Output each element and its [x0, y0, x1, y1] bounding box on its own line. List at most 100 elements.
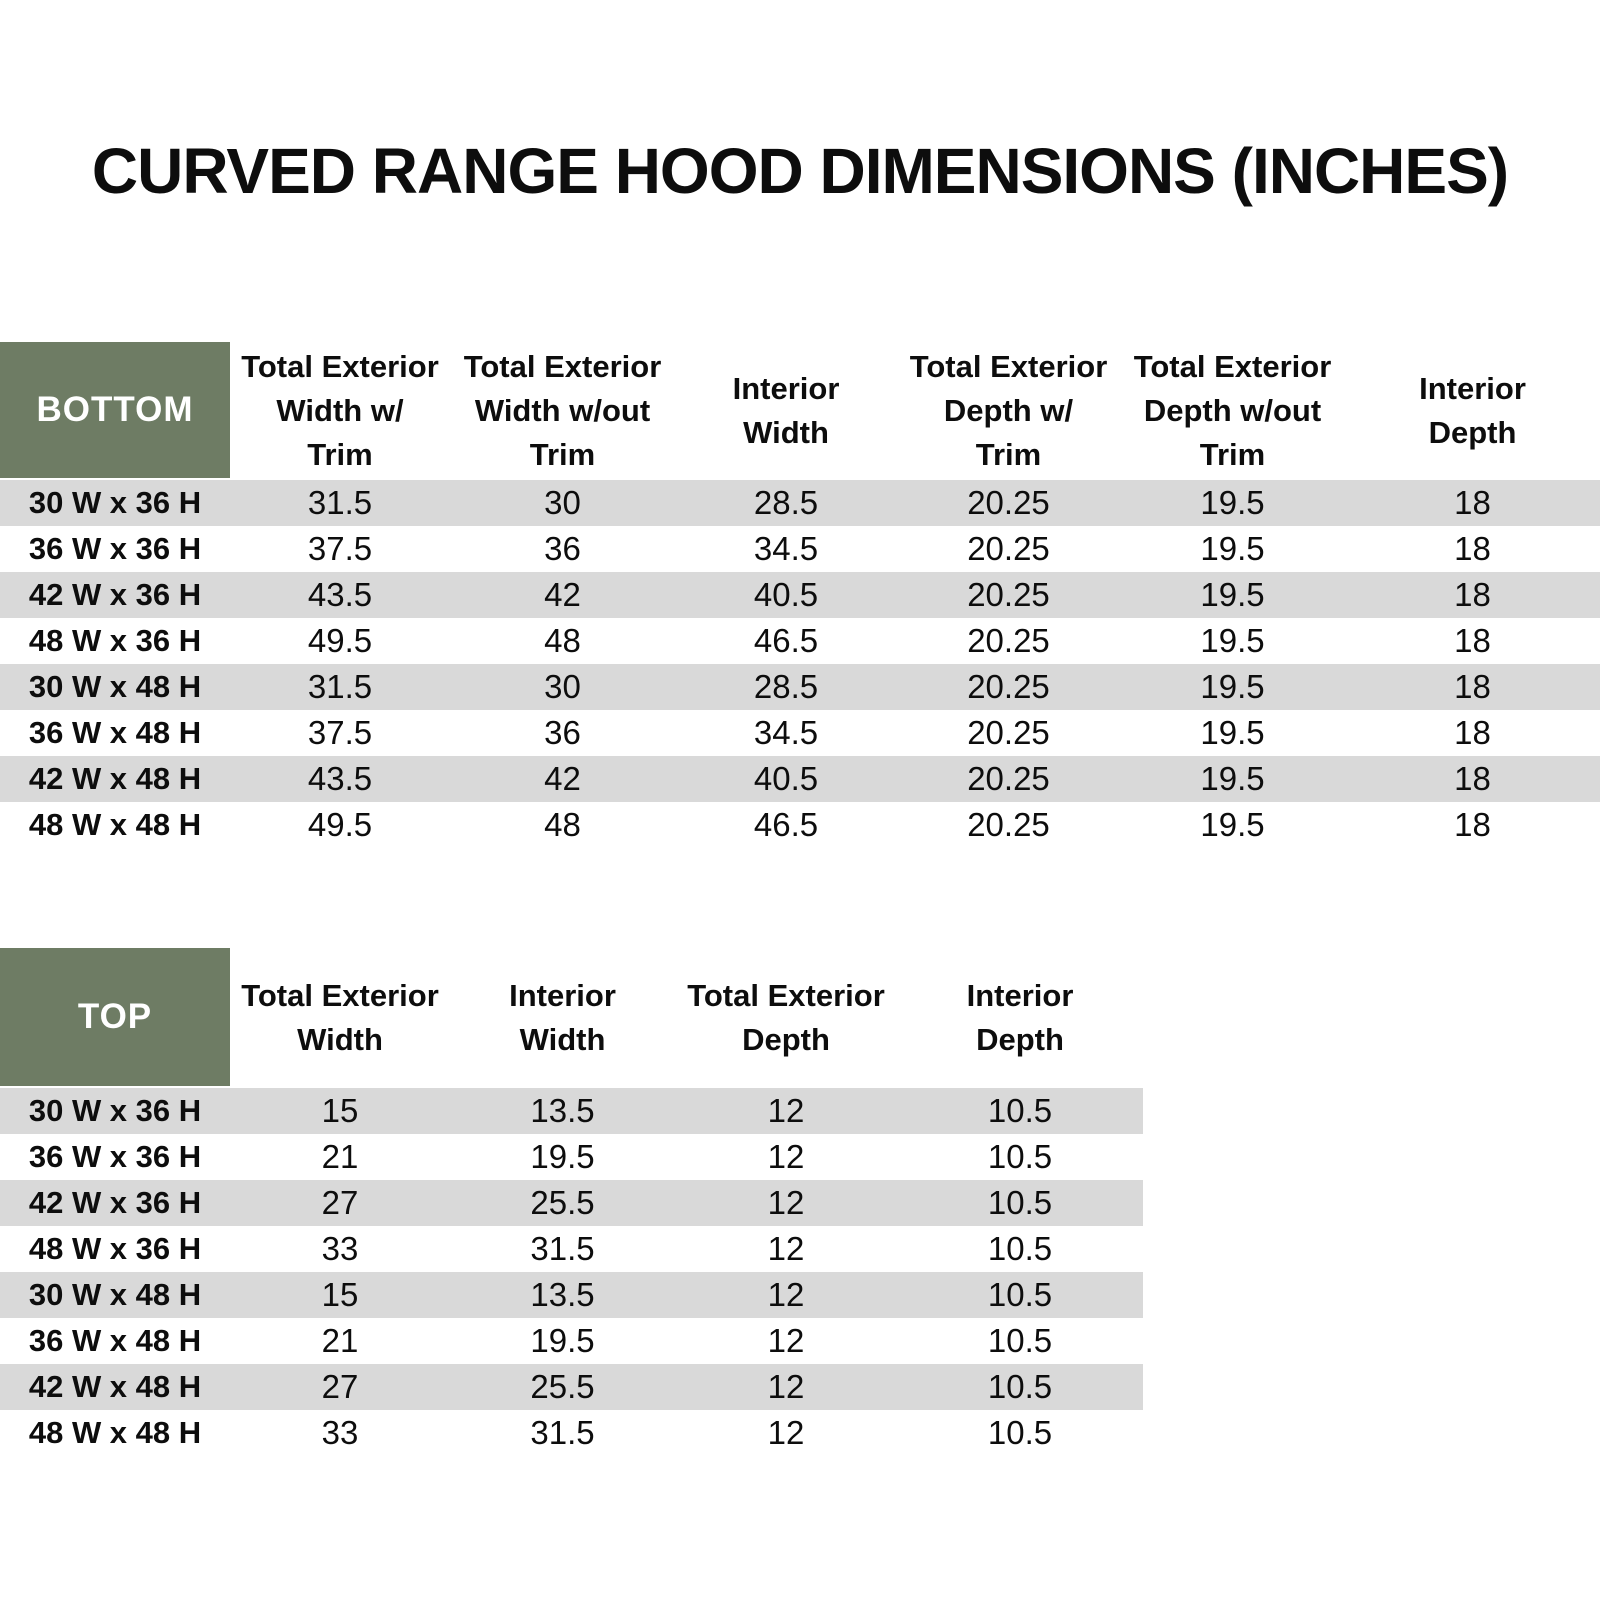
dimension-value: 33	[321, 1414, 359, 1451]
dimension-value: 19.5	[1200, 530, 1265, 567]
dimension-value: 20.25	[967, 484, 1050, 521]
dimension-value: 12	[767, 1184, 805, 1221]
row-label: 36 W x 36 H	[28, 1139, 202, 1174]
table-row: 48 W x 36 H 49.5 48 46.5 20.25 19.5 18	[0, 618, 1600, 664]
dimension-value: 48	[544, 622, 581, 659]
column-header: Interior Width	[732, 371, 840, 450]
dimension-value: 20.25	[967, 760, 1050, 797]
column-header: Total Exterior Width w/out Trim	[463, 349, 662, 472]
dimension-value: 18	[1454, 484, 1491, 521]
dimension-value: 10.5	[987, 1414, 1053, 1451]
dimension-value: 19.5	[1200, 714, 1265, 751]
dimension-value: 43.5	[307, 760, 373, 797]
row-label: 36 W x 48 H	[28, 1323, 202, 1358]
dimension-value: 25.5	[530, 1368, 595, 1405]
dimension-value: 30	[544, 668, 581, 705]
row-label: 48 W x 48 H	[28, 1415, 202, 1450]
table-row: 36 W x 36 H 37.5 36 34.5 20.25 19.5 18	[0, 526, 1600, 572]
dimension-value: 15	[321, 1276, 359, 1313]
top-dimensions-table: TOP Total Exterior Width Interior Width To…	[0, 948, 1143, 1456]
dimension-value: 12	[767, 1414, 805, 1451]
dimension-value: 20.25	[967, 714, 1050, 751]
dimension-value: 36	[544, 714, 581, 751]
top-header-row: TOP Total Exterior Width Interior Width To…	[0, 948, 1143, 1088]
column-header: Interior Depth	[966, 978, 1074, 1057]
column-header: Total Exterior Depth w/out Trim	[1133, 349, 1332, 472]
dimension-value: 10.5	[987, 1368, 1053, 1405]
dimension-value: 40.5	[753, 760, 819, 797]
column-header: Total Exterior Width w/ Trim	[241, 349, 439, 472]
bottom-dimensions-table: BOTTOM Total Exterior Width w/ Trim Total…	[0, 342, 1600, 848]
dimension-value: 19.5	[1200, 760, 1265, 797]
row-label: 42 W x 36 H	[28, 1185, 202, 1220]
dimension-value: 12	[767, 1092, 805, 1129]
table-row: 48 W x 48 H 33 31.5 12 10.5	[0, 1410, 1143, 1456]
row-label: 42 W x 48 H	[28, 1369, 202, 1404]
bottom-table-body: 30 W x 36 H 31.5 30 28.5 20.25 19.5 18 36 W x 3…	[0, 480, 1600, 848]
dimension-value: 31.5	[307, 484, 373, 521]
top-corner-label: TOP	[0, 948, 230, 1088]
dimension-value: 19.5	[530, 1322, 595, 1359]
dimension-value: 10.5	[987, 1230, 1053, 1267]
bottom-corner-label: BOTTOM	[0, 342, 230, 480]
dimension-value: 19.5	[1200, 484, 1265, 521]
table-row: 42 W x 36 H 27 25.5 12 10.5	[0, 1180, 1143, 1226]
dimension-value: 30	[544, 484, 581, 521]
table-row: 48 W x 48 H 49.5 48 46.5 20.25 19.5 18	[0, 802, 1600, 848]
dimension-value: 20.25	[967, 668, 1050, 705]
dimension-value: 12	[767, 1276, 805, 1313]
dimension-value: 31.5	[530, 1414, 595, 1451]
row-label: 36 W x 36 H	[28, 531, 202, 566]
dimension-value: 20.25	[967, 530, 1050, 567]
row-label: 42 W x 48 H	[28, 761, 202, 796]
dimension-value: 15	[321, 1092, 359, 1129]
dimension-value: 12	[767, 1368, 805, 1405]
dimension-value: 19.5	[1200, 668, 1265, 705]
column-header: Interior Depth	[1419, 371, 1526, 450]
dimension-value: 19.5	[530, 1138, 595, 1175]
dimension-value: 46.5	[753, 622, 819, 659]
dimension-value: 27	[321, 1368, 359, 1405]
dimension-value: 21	[321, 1322, 359, 1359]
top-table-body: 30 W x 36 H 15 13.5 12 10.5 36 W x 36 H 21 19.5…	[0, 1088, 1143, 1456]
table-row: 48 W x 36 H 33 31.5 12 10.5	[0, 1226, 1143, 1272]
dimension-value: 12	[767, 1230, 805, 1267]
row-label: 30 W x 48 H	[28, 1277, 202, 1312]
dimension-value: 42	[544, 760, 581, 797]
column-header: Total Exterior Width	[241, 978, 439, 1057]
dimension-value: 40.5	[753, 576, 819, 613]
dimension-value: 20.25	[967, 576, 1050, 613]
dimension-value: 21	[321, 1138, 359, 1175]
dimension-value: 10.5	[987, 1138, 1053, 1175]
table-row: 42 W x 48 H 27 25.5 12 10.5	[0, 1364, 1143, 1410]
column-header: Interior Width	[509, 978, 616, 1057]
page-title: CURVED RANGE HOOD DIMENSIONS (INCHES)	[91, 135, 1509, 207]
dimension-value: 42	[544, 576, 581, 613]
dimension-value: 49.5	[307, 622, 373, 659]
dimension-value: 19.5	[1200, 622, 1265, 659]
dimension-value: 10.5	[987, 1092, 1053, 1129]
column-header: Total Exterior Depth w/ Trim	[909, 349, 1108, 472]
table-row: 30 W x 36 H 15 13.5 12 10.5	[0, 1088, 1143, 1134]
dimension-value: 27	[321, 1184, 359, 1221]
row-label: 42 W x 36 H	[28, 577, 202, 612]
dimension-value: 12	[767, 1138, 805, 1175]
dimension-value: 19.5	[1200, 576, 1265, 613]
table-row: 36 W x 48 H 37.5 36 34.5 20.25 19.5 18	[0, 710, 1600, 756]
table-row: 30 W x 48 H 15 13.5 12 10.5	[0, 1272, 1143, 1318]
dimension-value: 18	[1454, 806, 1491, 843]
dimension-value: 18	[1454, 714, 1491, 751]
table-row: 30 W x 48 H 31.5 30 28.5 20.25 19.5 18	[0, 664, 1600, 710]
row-label: 30 W x 36 H	[28, 1093, 202, 1128]
column-header: Total Exterior Depth	[687, 978, 885, 1057]
dimension-value: 34.5	[753, 530, 819, 567]
dimension-value: 10.5	[987, 1276, 1053, 1313]
dimension-value: 36	[544, 530, 581, 567]
dimension-value: 49.5	[307, 806, 373, 843]
row-label: 30 W x 48 H	[28, 669, 202, 704]
dimension-value: 20.25	[967, 622, 1050, 659]
dimension-value: 37.5	[307, 530, 373, 567]
dimension-value: 18	[1454, 668, 1491, 705]
dimension-value: 10.5	[987, 1184, 1053, 1221]
